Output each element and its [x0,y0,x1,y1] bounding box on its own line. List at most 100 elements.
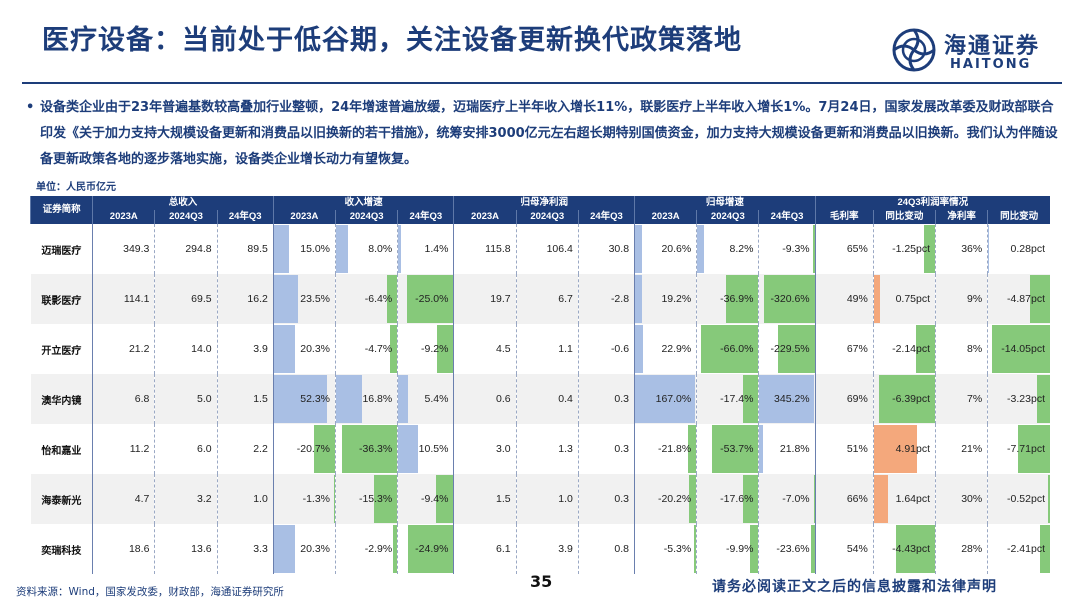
cell-value: 65% [846,243,868,255]
table-body: 迈瑞医疗 349.3 294.8 89.5 15.0% 8.0% 1.4% 115.8 106.… [30,224,1050,574]
table-cell: 3.2 [154,474,218,524]
cell-value: 6.1 [496,543,511,555]
table-cell: 69% [814,374,874,424]
col-subheader: 24年Q3 [577,210,635,224]
table-cell: 20.6% [634,224,697,274]
cell-value: -320.6% [770,293,810,305]
data-bar [813,225,815,273]
table-cell: -7.71pct [987,424,1050,474]
data-bar [273,275,298,323]
cell-value: 4.91pct [895,443,931,455]
table-cell: 20.3% [272,324,336,374]
cell-value: -6.39pct [892,393,931,405]
data-bar [635,375,696,423]
data-bar [436,325,454,373]
col-group-margin: 24Q3利润率情况 [814,196,1050,210]
table-cell: 6.7 [515,274,579,324]
cell-value: 19.7 [490,293,511,305]
table-cell: 13.6 [154,524,218,574]
data-bar [398,425,418,473]
table-cell: 52.3% [272,374,336,424]
cell-value: -17.6% [720,493,754,505]
cell-value: -229.5% [770,343,810,355]
cell-value: 30% [961,493,983,505]
cell-value: 67% [846,343,868,355]
table-cell: 5.4% [397,374,454,424]
data-bar [873,275,881,323]
cell-value: 8.2% [729,243,754,255]
table-cell: 4.7 [92,474,155,524]
cell-value: -6.4% [364,293,393,305]
table-row: 奕瑞科技 18.6 13.6 3.3 20.3% -2.9% -24.9% 6.1 3.9 0.8… [30,524,1050,574]
data-bar [1047,475,1050,523]
data-bar [778,325,815,373]
data-bar [407,275,454,323]
data-bar [273,225,290,273]
table-cell: 89.5 [216,224,274,274]
table-cell: 0.6 [453,374,517,424]
data-bar [924,225,936,273]
table-cell: 54% [814,524,874,574]
table-cell: 4.5 [453,324,517,374]
table-cell: -320.6% [758,274,816,324]
cell-value: 69% [846,393,868,405]
data-bar [373,475,398,523]
table-cell: 1.5 [453,474,517,524]
data-bar [635,275,642,323]
data-bar [697,225,705,273]
cell-value: 167.0% [655,393,692,405]
table-cell: 7% [935,374,988,424]
cell-value: 3.9 [253,343,268,355]
table-cell: 8.2% [696,224,759,274]
cell-value: -9.4% [421,493,449,505]
col-subheader: 净利率 [935,210,988,224]
table-cell: 167.0% [634,374,697,424]
table-cell: 51% [814,424,874,474]
table-cell: 1.64pct [872,474,936,524]
data-bar [1036,375,1050,423]
table-cell: -53.7% [696,424,759,474]
data-bar [759,375,814,423]
cell-value: -9.2% [421,343,449,355]
cell-value: -0.6 [610,343,630,355]
cell-value: 114.1 [123,293,150,305]
col-group-revenue: 总收入 [92,196,274,210]
table-cell: -7.0% [758,474,816,524]
financial-table: 证券简称 总收入 收入增速 归母净利润 归母增速 24Q3利润率情况 2023A… [29,196,1050,574]
cell-value: -21.8% [657,443,692,455]
table-cell: -23.6% [758,524,816,574]
cell-value: 0.28pct [1010,243,1045,255]
table-cell: -17.6% [696,474,759,524]
company-name: 海泰新光 [30,474,93,524]
company-name: 澳华内镜 [30,374,93,424]
data-bar [635,325,644,373]
cell-value: 1.4% [424,243,449,255]
table-cell: 349.3 [92,224,155,274]
data-bar [694,525,697,573]
data-bar [992,325,1050,373]
cell-value: -2.8 [610,293,630,305]
col-subheader: 24年Q3 [397,210,454,224]
col-group-profit-growth: 归母增速 [634,196,816,210]
data-bar [1029,275,1050,323]
cell-value: 20.3% [300,343,331,355]
cell-value: -2.14pct [892,343,931,355]
haitong-logo: 海通证券 HAITONG [892,26,1052,76]
table-cell: 0.3 [577,374,635,424]
company-name: 开立医疗 [30,324,93,374]
data-bar [333,475,336,523]
cell-value: 2.2 [253,443,268,455]
table-cell: 21.2 [92,324,155,374]
cell-value: 0.6 [496,393,511,405]
cell-value: -1.3% [302,493,331,505]
table-cell: -14.05pct [987,324,1050,374]
cell-value: 49% [846,293,868,305]
data-bar [726,275,759,323]
table-cell: 3.9 [216,324,274,374]
cell-value: 9% [967,293,983,305]
col-subheader: 2024Q3 [154,210,218,224]
table-cell: -9.3% [758,224,816,274]
col-subheader: 同比变动 [872,210,936,224]
table-cell: 30% [935,474,988,524]
data-bar [273,325,295,373]
